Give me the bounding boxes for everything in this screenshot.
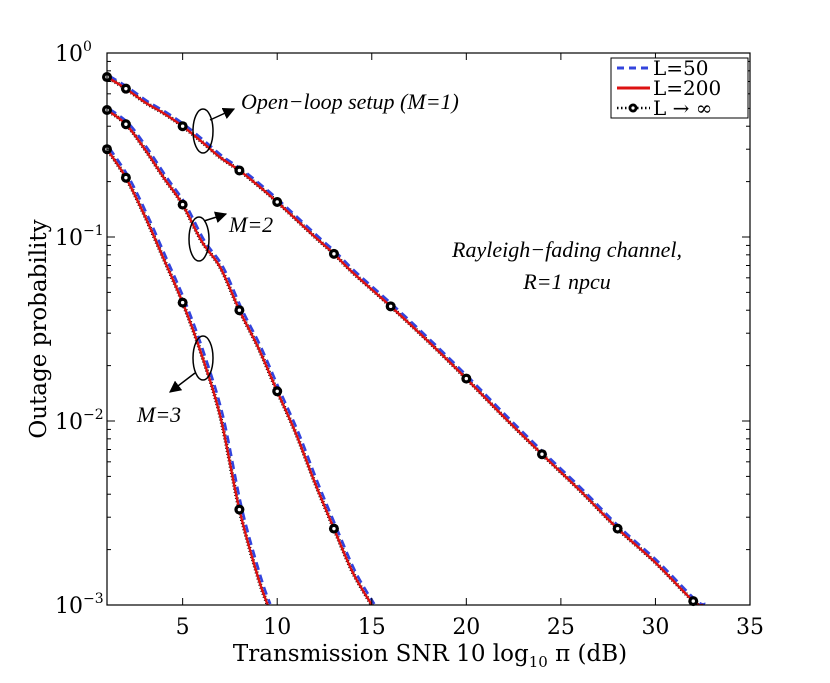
- legend-label-l200: L=200: [653, 76, 721, 100]
- annotation-m2-arrow: [203, 211, 228, 223]
- y-axis-title: Outage probability: [26, 219, 52, 438]
- marker-dot-m2-2: [180, 202, 185, 207]
- annotation-m3-arrow: [169, 372, 196, 393]
- annotation-m3: M=3: [136, 335, 214, 427]
- plot-background: [107, 53, 750, 605]
- ytick-label-0.001: 10−3: [55, 591, 104, 619]
- annotation-m1-arrow: [209, 108, 236, 121]
- marker-dot-m2-5: [332, 526, 336, 531]
- legend: L=50 L=200 L → ∞: [610, 56, 749, 120]
- ytick-label-0.1: 10−1: [55, 223, 104, 251]
- marker-dot-m3-3: [237, 507, 242, 512]
- legend-label-linf: L → ∞: [653, 96, 712, 120]
- legend-label-l50: L=50: [653, 56, 709, 80]
- annotation-m3-ellipse: [192, 335, 214, 381]
- ytick-label-0.01: 10−2: [55, 407, 104, 435]
- annotation-m3-label: M=3: [136, 402, 181, 427]
- marker-dot-m1-7: [464, 376, 469, 381]
- annotation-m2-label: M=2: [228, 212, 273, 237]
- legend-marker-linf-dot: [631, 106, 635, 110]
- ytick-label-1: 100: [55, 39, 92, 67]
- xtick-label-15: 15: [358, 615, 386, 640]
- marker-dot-m3-2: [180, 300, 185, 305]
- xtick-label-5: 5: [176, 615, 190, 640]
- marker-dot-m3-1: [124, 176, 128, 180]
- marker-dot-m2-1: [124, 122, 128, 126]
- marker-dot-m1-10: [691, 599, 695, 603]
- xtick-label-20: 20: [452, 615, 480, 640]
- marker-dot-m1-3: [237, 168, 242, 173]
- marker-dot-m1-5: [332, 252, 336, 256]
- marker-dot-m1-1: [124, 86, 128, 91]
- marker-dot-m1-4: [275, 200, 279, 204]
- annotation-m1-label: Open−loop setup (M=1): [241, 89, 459, 114]
- xtick-label-30: 30: [641, 615, 669, 640]
- xtick-label-layer: 5 10 15 20 25 30 35: [176, 615, 764, 640]
- x-axis-title: Transmission SNR 10 log10 π (dB): [233, 641, 627, 671]
- marker-dot-m2-3: [237, 308, 242, 312]
- annotation-channel-line1: Rayleigh−fading channel,: [451, 237, 682, 262]
- marker-dot-m1-8: [540, 452, 544, 456]
- marker-layer: [102, 72, 699, 607]
- xtick-label-35: 35: [736, 615, 764, 640]
- annotation-m2-ellipse: [188, 216, 210, 262]
- xtick-label-25: 25: [547, 615, 575, 640]
- annotation-m2: M=2: [188, 211, 273, 262]
- marker-dot-m1-6: [388, 304, 393, 309]
- annotation-m1: Open−loop setup (M=1): [192, 89, 459, 154]
- marker-dot-m2-4: [275, 389, 279, 394]
- marker-dot-m1-2: [180, 124, 185, 128]
- xtick-label-10: 10: [263, 615, 291, 640]
- plot-frame: [106, 52, 751, 606]
- series-l50-m3: [108, 147, 272, 605]
- marker-dot-m1-9: [615, 526, 620, 531]
- annotation-channel-line2: R=1 npcu: [522, 269, 611, 294]
- annotation-m1-ellipse: [192, 108, 214, 154]
